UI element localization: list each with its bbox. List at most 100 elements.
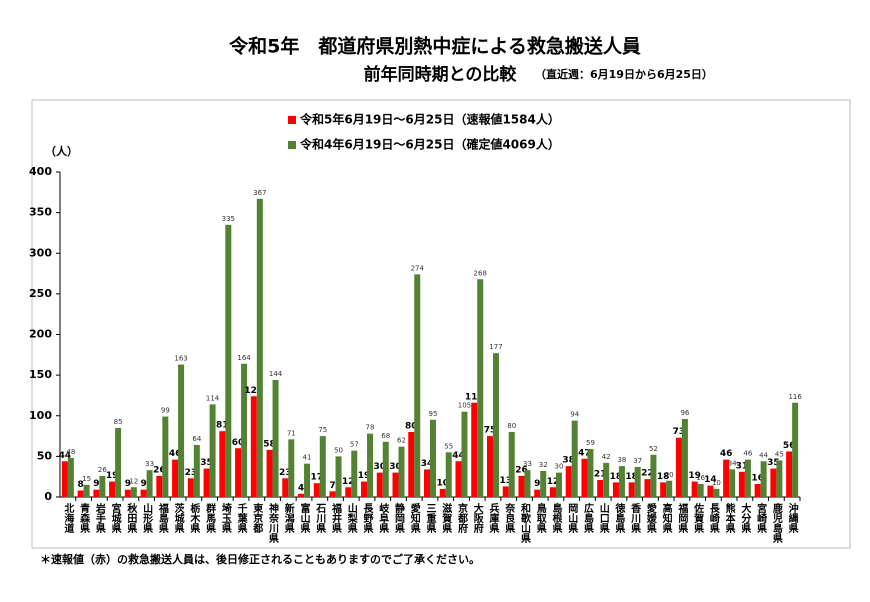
value-label: 81 xyxy=(216,421,229,431)
value-label: 80 xyxy=(507,422,516,430)
value-label: 44 xyxy=(452,451,465,461)
x-tick-label: 北海道 xyxy=(62,502,74,534)
value-label: 35 xyxy=(200,458,213,468)
bar xyxy=(430,419,436,497)
bar xyxy=(172,459,179,497)
bar xyxy=(146,470,153,497)
value-label: 96 xyxy=(680,409,689,417)
value-label: 16 xyxy=(696,474,705,482)
value-label: 367 xyxy=(253,189,266,197)
bar xyxy=(744,459,751,497)
x-tick-label: 山形県 xyxy=(141,502,153,534)
value-label: 41 xyxy=(303,454,312,462)
y-tick-label: 100 xyxy=(29,409,52,422)
bar xyxy=(408,432,415,497)
value-label: 26 xyxy=(98,466,107,474)
bar xyxy=(345,487,352,497)
bar xyxy=(439,488,446,497)
bar xyxy=(109,481,116,497)
value-label: 35 xyxy=(767,458,780,468)
y-tick-label: 150 xyxy=(29,368,52,381)
bar xyxy=(738,471,745,497)
bar xyxy=(445,452,452,497)
bar xyxy=(581,458,588,497)
value-label: 335 xyxy=(222,215,235,223)
value-label: 60 xyxy=(232,438,245,448)
value-label: 20 xyxy=(665,471,674,479)
period-note: （直近週：6月19日から6月25日） xyxy=(535,67,713,81)
bar xyxy=(367,433,374,497)
value-label: 105 xyxy=(458,402,471,410)
value-label: 75 xyxy=(484,426,497,436)
value-label: 46 xyxy=(743,450,752,458)
value-label: 9 xyxy=(93,479,99,489)
bar xyxy=(618,466,625,497)
bar xyxy=(770,468,777,497)
bar xyxy=(492,353,499,497)
bar xyxy=(754,484,761,497)
bar xyxy=(376,472,383,497)
value-label: 12 xyxy=(129,477,138,485)
bar xyxy=(776,460,783,497)
value-label: 164 xyxy=(237,354,251,362)
value-label: 144 xyxy=(269,370,283,378)
x-tick-label: 宮城県 xyxy=(109,502,121,534)
x-tick-label: 熊本県 xyxy=(723,502,735,534)
value-label: 99 xyxy=(161,407,170,415)
value-label: 75 xyxy=(318,426,327,434)
value-label: 37 xyxy=(633,457,642,465)
bar xyxy=(67,458,74,497)
chart-frame xyxy=(31,99,851,549)
bar xyxy=(534,489,541,497)
value-label: 59 xyxy=(586,439,595,447)
value-label: 50 xyxy=(334,446,343,454)
bar xyxy=(697,484,704,497)
legend-swatch xyxy=(288,116,296,124)
value-label: 116 xyxy=(788,393,802,401)
value-label: 38 xyxy=(617,456,626,464)
value-label: 114 xyxy=(206,394,220,402)
value-label: 177 xyxy=(489,343,502,351)
x-tick-label: 佐賀県 xyxy=(692,502,705,534)
value-label: 68 xyxy=(381,432,390,440)
bar xyxy=(414,274,421,497)
x-tick-label: 大分県 xyxy=(739,502,751,534)
bar xyxy=(382,441,389,497)
x-tick-label: 新潟県 xyxy=(282,502,294,534)
value-label: 57 xyxy=(350,441,359,449)
y-tick-label: 200 xyxy=(29,328,52,341)
bar xyxy=(628,482,635,497)
value-label: 9 xyxy=(125,479,131,489)
bar xyxy=(298,493,305,497)
bar xyxy=(565,466,572,497)
bar xyxy=(392,472,399,497)
value-label: 44 xyxy=(59,451,72,461)
bar xyxy=(477,279,484,497)
x-tick-label: 福岡県 xyxy=(676,502,689,534)
x-tick-label: 神奈川県 xyxy=(267,502,280,544)
x-tick-label: 岡山県 xyxy=(566,503,578,534)
bar xyxy=(471,402,478,497)
value-label: 274 xyxy=(411,264,425,272)
x-tick-label: 愛媛県 xyxy=(644,502,657,534)
bar xyxy=(178,364,185,497)
bar xyxy=(156,475,163,497)
x-tick-label: 富山県 xyxy=(298,502,310,534)
value-label: 124 xyxy=(244,386,263,396)
value-label: 18 xyxy=(657,472,670,482)
value-label: 17 xyxy=(311,473,324,483)
value-label: 45 xyxy=(775,450,784,458)
value-label: 7 xyxy=(329,481,335,491)
bar xyxy=(691,481,698,497)
value-label: 34 xyxy=(421,459,434,469)
value-label: 34 xyxy=(728,459,737,467)
value-label: 94 xyxy=(570,411,579,419)
value-label: 19 xyxy=(688,471,701,481)
bar xyxy=(518,475,525,497)
value-label: 163 xyxy=(174,355,187,363)
value-label: 23 xyxy=(279,468,292,478)
value-label: 14 xyxy=(704,475,717,485)
value-label: 15 xyxy=(82,475,91,483)
value-label: 30 xyxy=(374,462,387,472)
bar xyxy=(209,404,216,497)
